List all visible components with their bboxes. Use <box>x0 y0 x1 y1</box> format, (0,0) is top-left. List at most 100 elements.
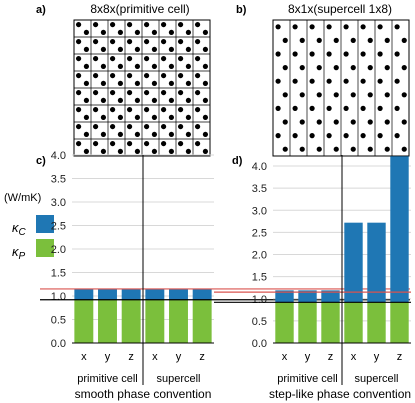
bar-kappa-p <box>275 302 294 343</box>
x-tick-label: x <box>351 351 357 363</box>
atom <box>377 24 383 30</box>
atom <box>343 105 349 111</box>
atom <box>177 21 184 28</box>
atom <box>275 133 281 139</box>
atom <box>151 97 158 104</box>
x-tick-label: z <box>397 351 403 363</box>
atom <box>299 92 305 98</box>
x-tick-label: y <box>176 351 182 363</box>
atom <box>75 55 82 62</box>
primitive-cell-lattice <box>73 19 211 157</box>
supercell-lattice <box>272 19 410 157</box>
atom <box>83 46 90 53</box>
bar-kappa-c <box>121 289 141 300</box>
atom <box>100 80 107 87</box>
atom <box>100 131 107 138</box>
atom <box>202 46 209 53</box>
bar-kappa-p <box>192 299 212 343</box>
atom <box>109 21 116 28</box>
atom <box>185 97 192 104</box>
atom <box>185 114 192 121</box>
atom <box>126 106 133 113</box>
y-tick-label: 4.0 <box>252 161 267 173</box>
atom <box>377 133 383 139</box>
atom <box>100 97 107 104</box>
atom <box>275 105 281 111</box>
atom <box>384 146 390 152</box>
y-tick-label: 2.0 <box>51 244 66 256</box>
bar-kappa-p <box>390 302 409 343</box>
atom <box>326 105 332 111</box>
x-tick-label: z <box>199 351 205 363</box>
atom <box>92 72 99 79</box>
atom <box>126 38 133 45</box>
atom <box>117 97 124 104</box>
atom <box>316 119 322 125</box>
atom <box>292 133 298 139</box>
atom <box>282 65 288 71</box>
atom <box>350 119 356 125</box>
y-tick-label: 1.0 <box>252 294 267 306</box>
atom <box>292 24 298 30</box>
atom <box>326 51 332 57</box>
atom <box>126 21 133 28</box>
atom <box>350 65 356 71</box>
atom <box>194 140 201 147</box>
atom <box>316 146 322 152</box>
x-tick-label: y <box>374 351 380 363</box>
atom <box>143 38 150 45</box>
atom <box>333 119 339 125</box>
panel-b-title: 8x1x(supercell 1x8) <box>288 2 392 16</box>
atom <box>100 148 107 155</box>
bar-kappa-p <box>121 299 141 343</box>
atom <box>92 55 99 62</box>
atom <box>100 114 107 121</box>
atom <box>394 133 400 139</box>
bar-kappa-p <box>321 302 340 343</box>
atom <box>117 46 124 53</box>
atom <box>117 80 124 87</box>
atom <box>83 114 90 121</box>
atom <box>126 72 133 79</box>
bar-kappa-c <box>367 222 386 303</box>
atom <box>83 97 90 104</box>
bar-kappa-p <box>298 302 317 343</box>
atom <box>143 140 150 147</box>
legend: (W/mK) κC κP <box>4 192 54 262</box>
panel-b-letter: b) <box>236 4 247 16</box>
legend-kappa-c-label: κC <box>12 220 27 238</box>
bar-kappa-c <box>74 289 94 300</box>
bar-kappa-c <box>344 222 363 303</box>
atom <box>92 89 99 96</box>
legend-unit: (W/mK) <box>4 192 41 204</box>
atom <box>202 114 209 121</box>
atom <box>384 119 390 125</box>
atom <box>151 63 158 70</box>
atom <box>202 80 209 87</box>
atom <box>134 131 141 138</box>
atom <box>316 37 322 44</box>
panel-a-letter: a) <box>36 4 46 16</box>
atom <box>143 55 150 62</box>
y-tick-label: 4.0 <box>51 150 66 162</box>
atom <box>75 21 82 28</box>
atom <box>151 29 158 36</box>
atom <box>143 123 150 130</box>
atom <box>185 63 192 70</box>
atom <box>401 119 407 125</box>
atom <box>75 106 82 113</box>
atom <box>83 131 90 138</box>
x-tick-label: x <box>81 351 87 363</box>
atom <box>134 114 141 121</box>
bar-kappa-c <box>145 289 165 300</box>
atom <box>309 133 315 139</box>
atom <box>100 63 107 70</box>
group-label: primitive cell <box>77 373 138 385</box>
atom <box>194 106 201 113</box>
chart-d-caption: step-like phase convention <box>269 387 411 401</box>
atom <box>299 146 305 152</box>
group-label: supercell <box>354 373 398 385</box>
atom <box>394 78 400 84</box>
atom <box>309 24 315 30</box>
